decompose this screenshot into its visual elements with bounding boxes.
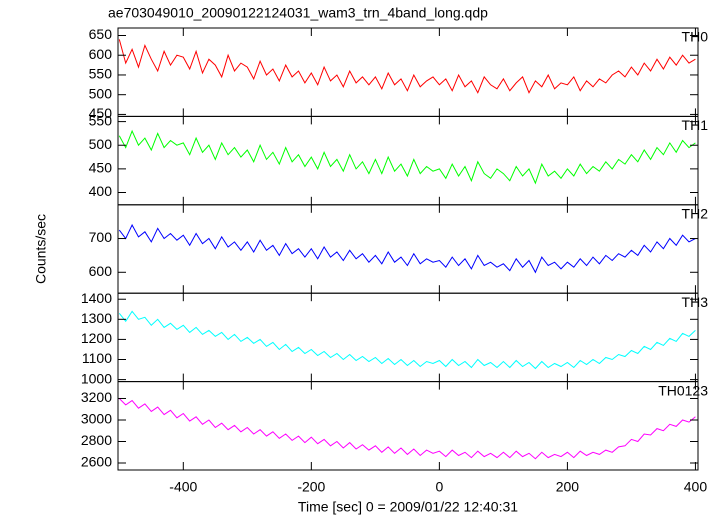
y-tick-label: 3000 xyxy=(81,411,112,427)
y-axis-label: Counts/sec xyxy=(33,214,49,284)
y-tick-label: 500 xyxy=(89,136,113,152)
y-tick-label: 650 xyxy=(89,26,113,42)
y-tick-label: 500 xyxy=(89,85,113,101)
x-tick-label: 0 xyxy=(435,479,443,495)
panel-frame xyxy=(117,115,699,206)
y-tick-label: 1000 xyxy=(81,370,112,386)
y-tick-label: 3200 xyxy=(81,389,112,405)
light-curve xyxy=(118,398,696,460)
y-tick-label: 400 xyxy=(89,183,113,199)
y-tick-label: 600 xyxy=(89,263,113,279)
y-tick-label: 1100 xyxy=(82,350,112,366)
series-label: TH0 xyxy=(682,29,709,45)
y-tick-label: 1400 xyxy=(81,290,112,306)
series-label: TH3 xyxy=(682,294,709,310)
x-axis-label: Time [sec] 0 = 2009/01/22 12:40:31 xyxy=(298,499,518,515)
panel-frame xyxy=(117,27,699,117)
y-tick-label: 2600 xyxy=(81,454,112,470)
light-curve xyxy=(118,223,696,274)
y-tick-label: 600 xyxy=(89,46,113,62)
y-tick-label: 450 xyxy=(89,160,113,176)
y-tick-label: 550 xyxy=(89,112,113,128)
x-tick-label: 200 xyxy=(556,479,580,495)
chart-title: ae703049010_20090122124031_wam3_trn_4ban… xyxy=(108,5,488,21)
y-tick-label: 1200 xyxy=(81,330,112,346)
series-label: TH0123 xyxy=(658,382,708,398)
panel-frame xyxy=(117,292,699,383)
x-tick-label: 400 xyxy=(684,479,708,495)
series-label: TH1 xyxy=(682,117,709,133)
light-curve xyxy=(118,39,696,94)
y-tick-label: 450 xyxy=(89,105,113,121)
series-label: TH2 xyxy=(682,206,709,222)
y-tick-label: 550 xyxy=(89,66,113,82)
y-tick-label: 700 xyxy=(89,229,113,245)
y-tick-label: 1300 xyxy=(81,310,112,326)
y-tick-label: 2800 xyxy=(81,432,112,448)
light-curve xyxy=(118,129,696,185)
x-tick-label: -200 xyxy=(297,479,325,495)
light-curve xyxy=(118,310,696,370)
panel-frame xyxy=(117,204,699,294)
panel-frame xyxy=(117,381,699,471)
x-tick-label: -400 xyxy=(169,479,197,495)
